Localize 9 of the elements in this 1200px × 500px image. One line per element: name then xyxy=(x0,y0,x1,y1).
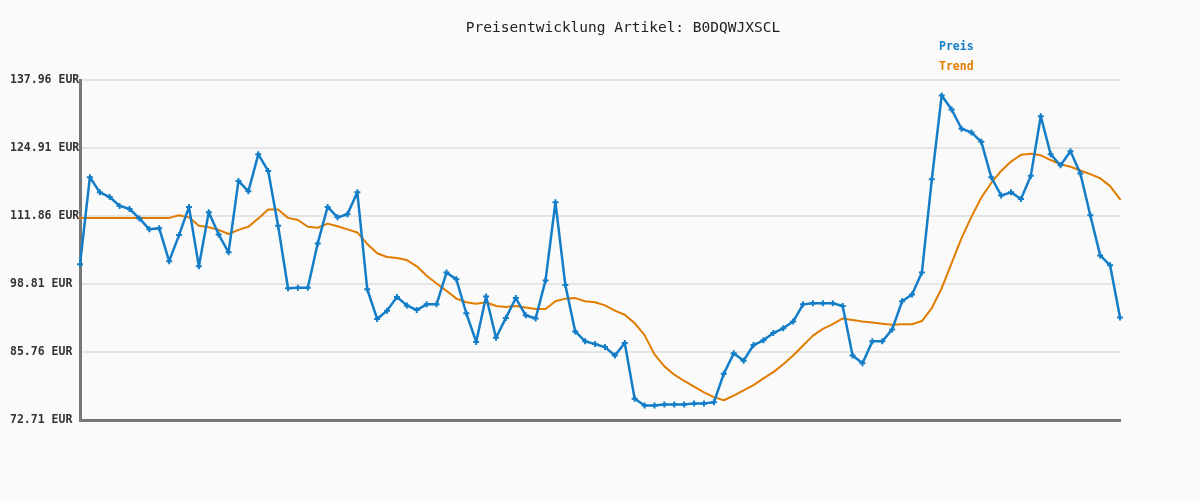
y-tick-label: 72.71 EUR xyxy=(10,411,73,426)
y-tick-label: 85.76 EUR xyxy=(10,343,73,358)
y-tick-label: 98.81 EUR xyxy=(10,275,73,290)
text: Preis xyxy=(939,38,974,53)
y-tick-label: 124.91 EUR xyxy=(10,139,80,154)
y-tick-label: 111.86 EUR xyxy=(10,207,80,222)
text: Trend xyxy=(939,58,974,73)
y-tick-label: 137.96 EUR xyxy=(10,71,80,86)
chart-title: Preisentwicklung Artikel: B0DQWJXSCL xyxy=(465,18,781,35)
